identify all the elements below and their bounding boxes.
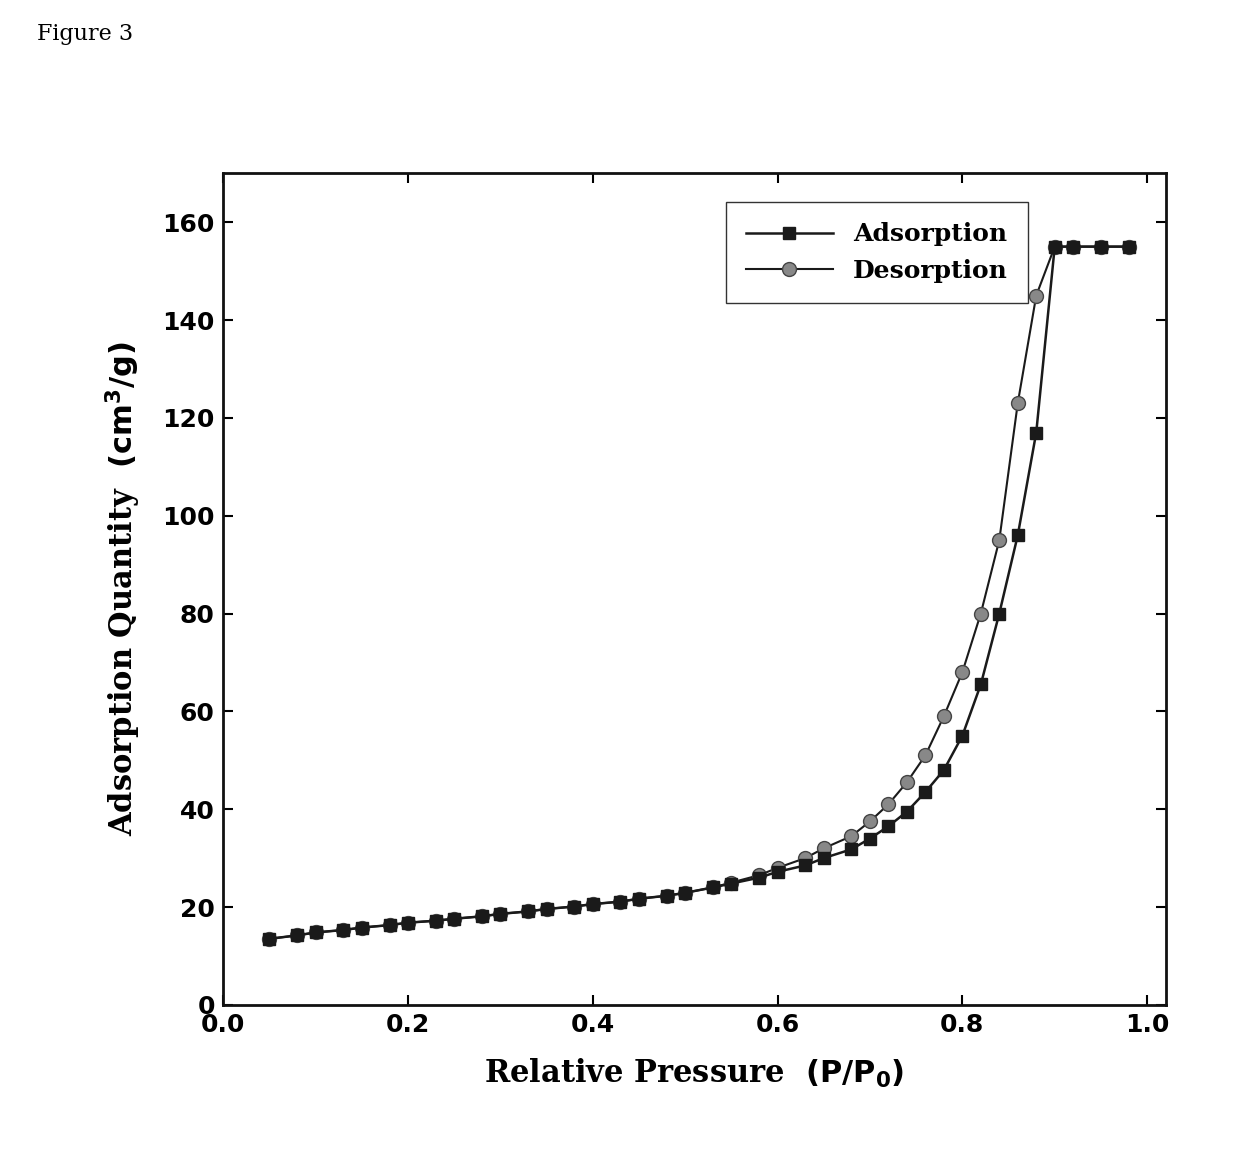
Desorption bbox=[1065, 240, 1080, 254]
Adsorption bbox=[844, 842, 859, 856]
Desorption bbox=[1011, 396, 1025, 410]
Desorption bbox=[521, 904, 536, 918]
Desorption bbox=[290, 929, 305, 942]
Adsorption bbox=[309, 925, 324, 939]
Line: Desorption: Desorption bbox=[263, 240, 1136, 946]
Desorption bbox=[660, 889, 675, 903]
Desorption bbox=[1121, 240, 1136, 254]
Adsorption bbox=[973, 678, 988, 692]
Desorption bbox=[955, 665, 970, 679]
Adsorption bbox=[816, 851, 831, 865]
Desorption bbox=[816, 841, 831, 855]
Adsorption bbox=[539, 902, 554, 916]
Desorption bbox=[936, 709, 951, 723]
Desorption bbox=[844, 829, 859, 843]
Adsorption bbox=[290, 929, 305, 942]
Adsorption bbox=[613, 895, 627, 909]
Desorption bbox=[428, 914, 443, 927]
Adsorption bbox=[262, 932, 277, 946]
Adsorption bbox=[1094, 240, 1109, 254]
Adsorption bbox=[1121, 240, 1136, 254]
Desorption bbox=[309, 925, 324, 939]
Adsorption bbox=[382, 918, 397, 932]
Adsorption bbox=[751, 871, 766, 885]
Adsorption bbox=[899, 805, 914, 819]
Adsorption bbox=[1029, 425, 1044, 439]
Desorption bbox=[262, 932, 277, 946]
Desorption bbox=[751, 869, 766, 882]
Desorption bbox=[446, 911, 461, 925]
Adsorption bbox=[724, 877, 739, 891]
X-axis label: Relative Pressure  $\mathbf{(P/P_0)}$: Relative Pressure $\mathbf{(P/P_0)}$ bbox=[485, 1057, 904, 1089]
Desorption bbox=[863, 814, 878, 828]
Adsorption bbox=[1011, 528, 1025, 542]
Adsorption bbox=[880, 819, 895, 833]
Adsorption bbox=[336, 923, 351, 937]
Adsorption bbox=[428, 914, 443, 927]
Desorption bbox=[567, 900, 582, 914]
Desorption bbox=[724, 875, 739, 889]
Adsorption bbox=[1048, 240, 1063, 254]
Adsorption bbox=[631, 892, 646, 906]
Desorption bbox=[992, 534, 1007, 547]
Desorption bbox=[899, 775, 914, 789]
Desorption bbox=[401, 916, 415, 930]
Desorption bbox=[797, 851, 812, 865]
Adsorption bbox=[521, 904, 536, 918]
Text: Figure 3: Figure 3 bbox=[37, 23, 134, 45]
Desorption bbox=[1029, 289, 1044, 303]
Adsorption bbox=[706, 880, 720, 894]
Desorption bbox=[678, 886, 693, 900]
Desorption bbox=[355, 921, 370, 934]
Desorption bbox=[382, 918, 397, 932]
Adsorption bbox=[446, 911, 461, 925]
Desorption bbox=[973, 606, 988, 620]
Adsorption bbox=[1065, 240, 1080, 254]
Adsorption bbox=[992, 606, 1007, 620]
Desorption bbox=[880, 797, 895, 811]
Adsorption bbox=[475, 909, 490, 923]
Adsorption bbox=[918, 785, 932, 799]
Adsorption bbox=[863, 832, 878, 845]
Desorption bbox=[585, 897, 600, 911]
Adsorption bbox=[770, 865, 785, 879]
Desorption bbox=[706, 880, 720, 894]
Desorption bbox=[336, 923, 351, 937]
Adsorption bbox=[955, 729, 970, 743]
Desorption bbox=[539, 902, 554, 916]
Desorption bbox=[1048, 240, 1063, 254]
Y-axis label: Adsorption Quantity  $\mathbf{(cm^3/g)}$: Adsorption Quantity $\mathbf{(cm^3/g)}$ bbox=[103, 342, 143, 836]
Desorption bbox=[770, 860, 785, 874]
Adsorption bbox=[936, 763, 951, 777]
Adsorption bbox=[494, 907, 508, 921]
Adsorption bbox=[585, 897, 600, 911]
Adsorption bbox=[797, 858, 812, 872]
Desorption bbox=[631, 892, 646, 906]
Adsorption bbox=[355, 921, 370, 934]
Desorption bbox=[918, 748, 932, 762]
Adsorption bbox=[660, 889, 675, 903]
Desorption bbox=[1094, 240, 1109, 254]
Line: Adsorption: Adsorption bbox=[263, 240, 1135, 945]
Desorption bbox=[494, 907, 508, 921]
Desorption bbox=[475, 909, 490, 923]
Adsorption bbox=[567, 900, 582, 914]
Desorption bbox=[613, 895, 627, 909]
Adsorption bbox=[678, 886, 693, 900]
Adsorption bbox=[401, 916, 415, 930]
Legend: Adsorption, Desorption: Adsorption, Desorption bbox=[725, 202, 1028, 303]
